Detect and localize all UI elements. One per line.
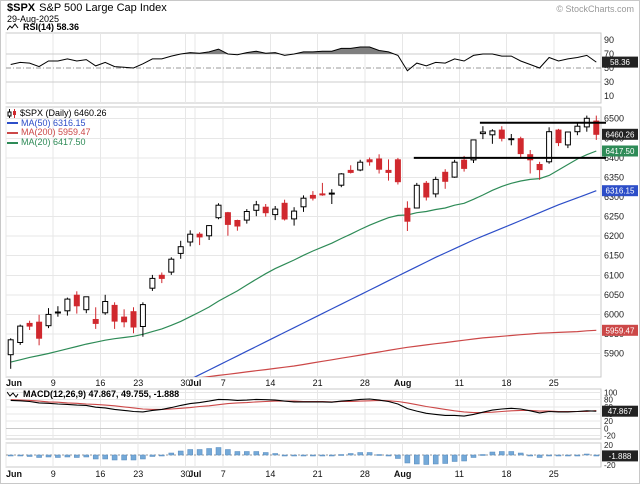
legend-ma50: MA(50) 6316.15: [7, 117, 107, 129]
svg-text:25: 25: [549, 378, 559, 388]
svg-text:21: 21: [313, 378, 323, 388]
macd-histogram: [7, 447, 600, 465]
svg-text:9: 9: [51, 469, 56, 479]
svg-text:6417.50: 6417.50: [606, 147, 635, 156]
svg-text:23: 23: [133, 378, 143, 388]
candlesticks: [7, 115, 600, 369]
svg-text:6460.26: 6460.26: [606, 130, 635, 139]
svg-text:6050: 6050: [604, 290, 624, 300]
svg-text:Jun: Jun: [6, 378, 22, 388]
svg-text:6316.15: 6316.15: [606, 187, 635, 196]
svg-text:6500: 6500: [604, 114, 624, 124]
svg-text:28: 28: [360, 469, 370, 479]
svg-text:16: 16: [95, 378, 105, 388]
ma20-swatch: [7, 141, 18, 144]
svg-text:18: 18: [502, 469, 512, 479]
macd-legend-label: MACD(12,26,9) 47.867, 49.755, -1.888: [23, 389, 180, 399]
value-box: [602, 405, 638, 417]
svg-text:7: 7: [221, 469, 226, 479]
svg-text:6350: 6350: [604, 172, 624, 182]
price-panel: [5, 106, 602, 378]
value-box: [602, 128, 638, 140]
svg-text:6100: 6100: [604, 270, 624, 280]
rsi-overbought-fill: [10, 47, 597, 54]
svg-text:0: 0: [604, 424, 609, 433]
rsi-panel: [5, 32, 602, 104]
svg-text:25: 25: [549, 469, 559, 479]
svg-text:20: 20: [604, 441, 613, 450]
ma50-swatch: [7, 122, 18, 125]
svg-text:6000: 6000: [604, 309, 624, 319]
svg-text:23: 23: [133, 469, 143, 479]
svg-text:5900: 5900: [604, 349, 624, 359]
svg-text:Jun: Jun: [6, 469, 22, 479]
legend-spx-label: $SPX (Daily) 6460.26: [20, 108, 107, 118]
candlestick-icon: [7, 109, 16, 119]
svg-text:30: 30: [180, 378, 190, 388]
svg-text:6250: 6250: [604, 212, 624, 222]
svg-text:9: 9: [51, 378, 56, 388]
main-legend: $SPX (Daily) 6460.26 MA(50) 6316.15 MA(2…: [7, 108, 107, 148]
svg-text:18: 18: [502, 378, 512, 388]
value-box: [602, 185, 638, 197]
ma-lines: [10, 150, 597, 377]
svg-text:11: 11: [455, 378, 464, 388]
svg-text:6400: 6400: [604, 153, 624, 163]
legend-ma50-label: MA(50) 6316.15: [21, 117, 86, 128]
svg-text:10: 10: [604, 91, 614, 101]
svg-text:14: 14: [265, 378, 275, 388]
rsi-legend-label: RSI(14) 58.36: [23, 22, 80, 32]
svg-text:90: 90: [604, 35, 614, 45]
legend-ma20: MA(20) 6417.50: [7, 136, 107, 148]
chart-date: 29-Aug-2025: [7, 14, 60, 24]
index-name: S&P 500 Large Cap Index: [39, 2, 167, 14]
legend-ma20-label: MA(20) 6417.50: [21, 136, 86, 147]
svg-text:11: 11: [455, 469, 464, 479]
svg-text:80: 80: [604, 396, 613, 405]
svg-text:58.36: 58.36: [610, 58, 631, 67]
svg-text:30: 30: [180, 469, 190, 479]
svg-text:Aug: Aug: [394, 378, 412, 388]
svg-text:7: 7: [221, 378, 226, 388]
macd-sparkline-icon: [7, 391, 19, 398]
svg-text:Jul: Jul: [188, 469, 201, 479]
svg-text:16: 16: [95, 469, 105, 479]
svg-text:100: 100: [604, 389, 618, 398]
macd-legend: MACD(12,26,9) 47.867, 49.755, -1.888: [7, 389, 179, 399]
legend-ma200-label: MA(200) 5959.47: [21, 127, 91, 138]
title-row: $SPX S&P 500 Large Cap Index: [7, 2, 167, 14]
value-box: [602, 450, 638, 462]
svg-text:70: 70: [604, 49, 614, 59]
svg-text:-20: -20: [604, 461, 616, 470]
svg-text:6150: 6150: [604, 251, 624, 261]
svg-text:30: 30: [604, 77, 614, 87]
svg-text:5959.47: 5959.47: [606, 326, 635, 335]
svg-text:20: 20: [604, 417, 613, 426]
value-box: [602, 56, 638, 68]
symbol: $SPX: [7, 2, 36, 14]
svg-text:Jul: Jul: [188, 378, 201, 388]
svg-text:21: 21: [313, 469, 323, 479]
svg-text:6300: 6300: [604, 192, 624, 202]
ma200-swatch: [7, 131, 18, 134]
svg-text:6200: 6200: [604, 231, 624, 241]
copyright: © StockCharts.com: [556, 4, 634, 14]
value-box: [602, 145, 638, 157]
svg-text:50: 50: [604, 63, 614, 73]
svg-text:-1.888: -1.888: [609, 452, 632, 461]
svg-text:47.867: 47.867: [608, 407, 633, 416]
svg-text:28: 28: [360, 378, 370, 388]
rsi-sparkline-icon: [7, 22, 19, 30]
svg-text:-20: -20: [604, 431, 616, 440]
svg-text:14: 14: [265, 469, 275, 479]
svg-text:Aug: Aug: [394, 469, 412, 479]
rsi-legend: RSI(14) 58.36: [7, 22, 79, 32]
legend-spx: $SPX (Daily) 6460.26: [7, 108, 107, 119]
legend-ma200: MA(200) 5959.47: [7, 128, 107, 138]
value-box: [602, 324, 638, 336]
